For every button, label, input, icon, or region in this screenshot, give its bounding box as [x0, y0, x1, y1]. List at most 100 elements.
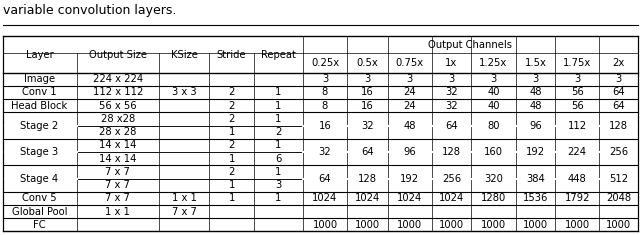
Text: 1 x 1: 1 x 1	[106, 207, 130, 217]
Text: 64: 64	[361, 147, 374, 157]
Text: FC: FC	[33, 220, 46, 230]
Text: 1000: 1000	[564, 220, 589, 230]
Text: 1: 1	[228, 193, 235, 203]
Text: 64: 64	[445, 121, 458, 131]
Text: 2: 2	[228, 114, 235, 124]
Text: 3: 3	[322, 74, 328, 84]
Text: 16: 16	[361, 101, 374, 111]
Text: 3: 3	[574, 74, 580, 84]
Text: Image: Image	[24, 74, 55, 84]
Text: 1000: 1000	[355, 220, 380, 230]
Text: 1: 1	[275, 87, 282, 98]
Text: 8: 8	[322, 87, 328, 98]
Text: Repeat: Repeat	[261, 50, 296, 59]
Text: 7 x 7: 7 x 7	[106, 180, 130, 190]
Text: 2: 2	[228, 141, 235, 150]
Text: 2: 2	[228, 87, 235, 98]
Text: Global Pool: Global Pool	[12, 207, 67, 217]
Text: 3: 3	[275, 180, 282, 190]
Text: 3: 3	[364, 74, 371, 84]
Text: 224 x 224: 224 x 224	[93, 74, 143, 84]
Text: 2x: 2x	[612, 58, 625, 68]
Text: 3: 3	[532, 74, 539, 84]
Text: 28 x 28: 28 x 28	[99, 127, 136, 137]
Text: Head Block: Head Block	[12, 101, 68, 111]
Text: 56: 56	[571, 87, 584, 98]
Text: 32: 32	[319, 147, 332, 157]
Text: 16: 16	[319, 121, 332, 131]
Text: 40: 40	[487, 101, 500, 111]
Text: Conv 1: Conv 1	[22, 87, 57, 98]
Text: 48: 48	[529, 87, 542, 98]
Text: 24: 24	[404, 87, 416, 98]
Text: 2048: 2048	[606, 193, 631, 203]
Text: 512: 512	[609, 173, 628, 184]
Text: 64: 64	[612, 101, 625, 111]
Text: 1: 1	[228, 127, 235, 137]
Text: 1.25x: 1.25x	[479, 58, 508, 68]
Text: 1000: 1000	[481, 220, 506, 230]
Text: Stage 2: Stage 2	[20, 121, 59, 131]
Text: 2: 2	[228, 167, 235, 177]
Text: Stride: Stride	[217, 50, 246, 59]
Text: 1000: 1000	[439, 220, 464, 230]
Text: 112 x 112: 112 x 112	[93, 87, 143, 98]
Text: 1: 1	[275, 167, 282, 177]
Text: 1024: 1024	[355, 193, 380, 203]
Text: 80: 80	[487, 121, 500, 131]
Text: 7 x 7: 7 x 7	[172, 207, 196, 217]
Text: 1000: 1000	[523, 220, 548, 230]
Text: 192: 192	[400, 173, 419, 184]
Text: 3: 3	[407, 74, 413, 84]
Text: 160: 160	[484, 147, 503, 157]
Text: 8: 8	[322, 101, 328, 111]
Text: variable convolution layers.: variable convolution layers.	[3, 4, 176, 16]
Text: 1536: 1536	[523, 193, 548, 203]
Text: 1000: 1000	[397, 220, 422, 230]
Text: 56 x 56: 56 x 56	[99, 101, 136, 111]
Text: 2: 2	[228, 101, 235, 111]
Text: Stage 3: Stage 3	[20, 147, 59, 157]
Text: 32: 32	[445, 101, 458, 111]
Text: 64: 64	[612, 87, 625, 98]
Text: Output Channels: Output Channels	[428, 40, 513, 50]
Text: Output Size: Output Size	[89, 50, 147, 59]
Text: 2: 2	[275, 127, 282, 137]
Text: 6: 6	[275, 154, 282, 164]
Text: 3: 3	[616, 74, 622, 84]
Text: 1000: 1000	[606, 220, 631, 230]
Text: 128: 128	[358, 173, 377, 184]
Text: 40: 40	[487, 87, 500, 98]
Text: 48: 48	[529, 101, 542, 111]
Text: 128: 128	[442, 147, 461, 157]
Text: 256: 256	[442, 173, 461, 184]
Text: 112: 112	[568, 121, 587, 131]
Text: 3 x 3: 3 x 3	[172, 87, 196, 98]
Text: 320: 320	[484, 173, 503, 184]
Text: 14 x 14: 14 x 14	[99, 154, 136, 164]
Text: 96: 96	[529, 121, 542, 131]
Text: KSize: KSize	[171, 50, 198, 59]
Text: 1.75x: 1.75x	[563, 58, 591, 68]
Text: 1024: 1024	[397, 193, 422, 203]
Text: 16: 16	[361, 87, 374, 98]
Text: 7 x 7: 7 x 7	[106, 193, 130, 203]
Text: 1280: 1280	[481, 193, 506, 203]
Text: 1: 1	[228, 154, 235, 164]
Text: 256: 256	[609, 147, 628, 157]
Text: 448: 448	[568, 173, 586, 184]
Text: 1: 1	[275, 141, 282, 150]
Text: 1: 1	[275, 101, 282, 111]
Text: 28 x28: 28 x28	[100, 114, 135, 124]
Text: 0.75x: 0.75x	[396, 58, 424, 68]
Text: 7 x 7: 7 x 7	[106, 167, 130, 177]
Text: 3: 3	[449, 74, 454, 84]
Text: 0.25x: 0.25x	[311, 58, 339, 68]
Text: 1024: 1024	[439, 193, 464, 203]
Text: 32: 32	[445, 87, 458, 98]
Text: 1792: 1792	[564, 193, 590, 203]
Text: 56: 56	[571, 101, 584, 111]
Text: 0.5x: 0.5x	[356, 58, 378, 68]
Text: 1: 1	[275, 193, 282, 203]
Text: 1x: 1x	[445, 58, 458, 68]
